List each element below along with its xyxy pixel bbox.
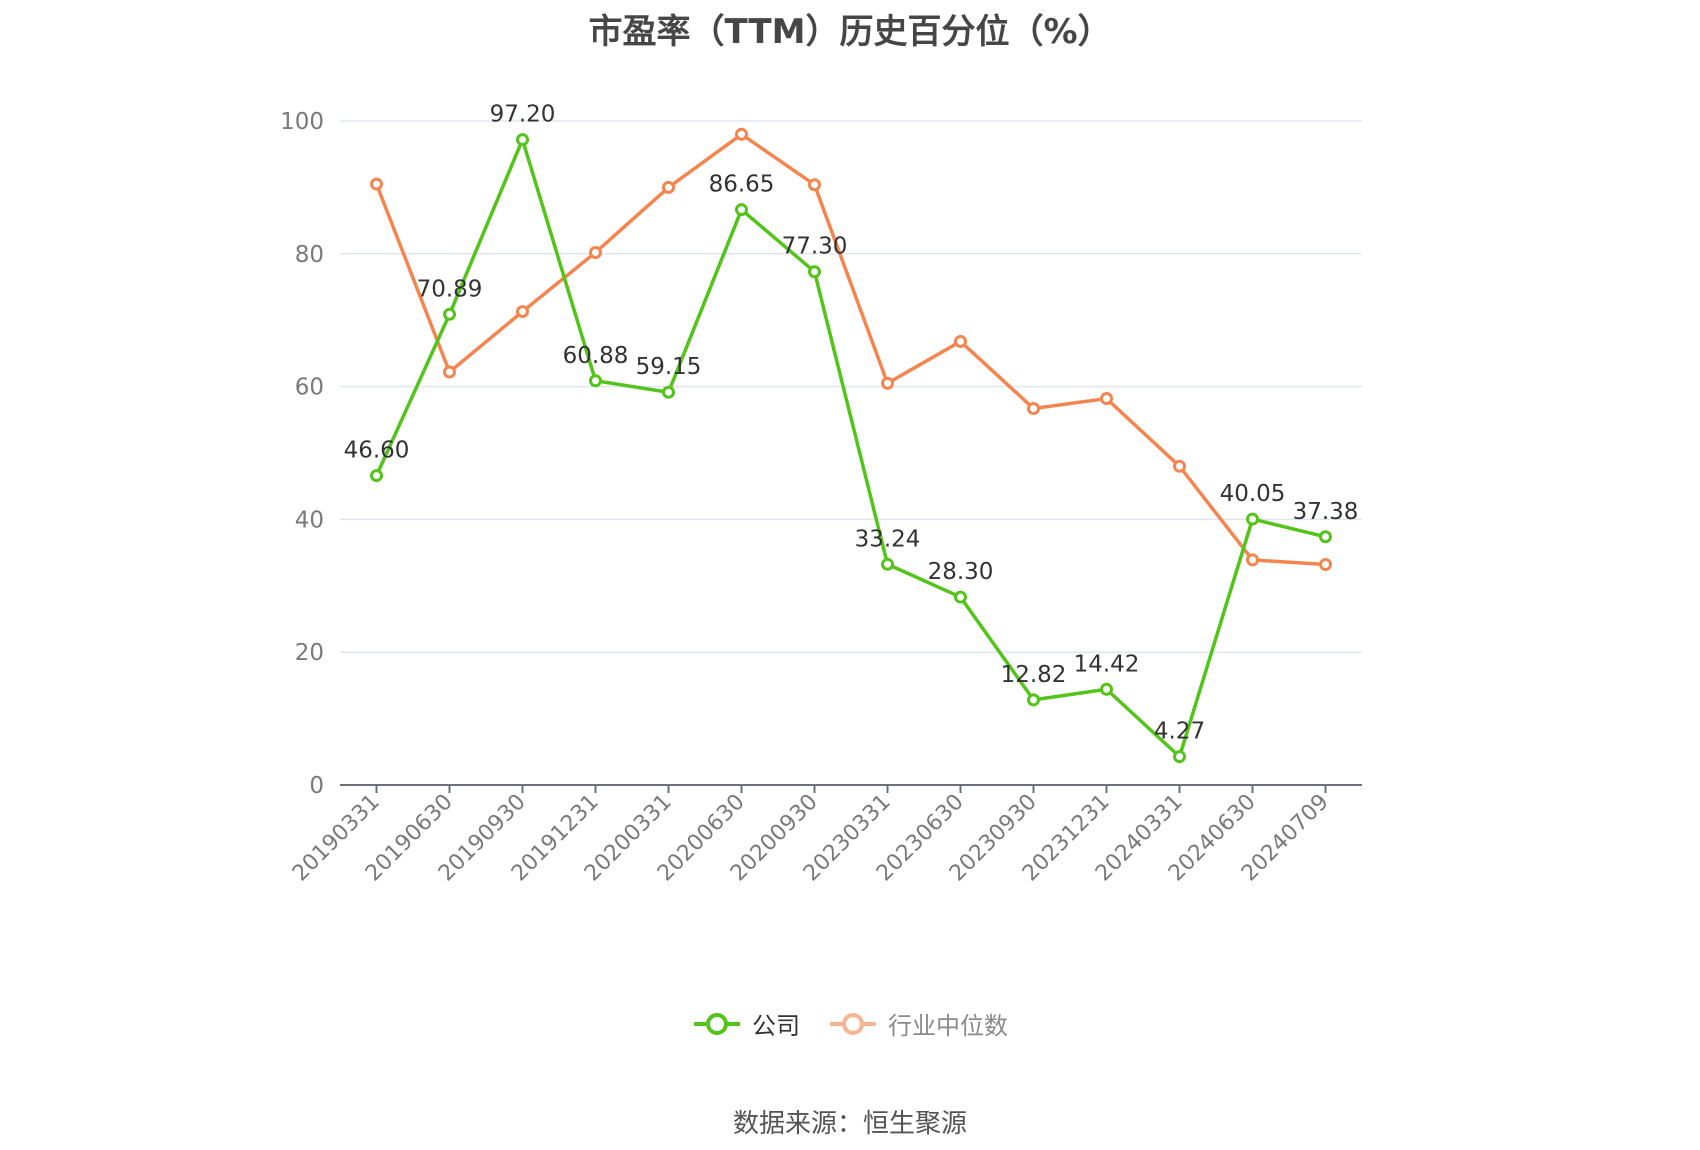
data-point-company[interactable] — [516, 133, 529, 147]
y-tick-label: 0 — [309, 773, 324, 799]
data-point-industry-median[interactable] — [370, 177, 383, 191]
data-point-industry-median[interactable] — [1246, 553, 1259, 567]
data-label: 40.05 — [1220, 481, 1286, 507]
legend-marker-industry-median — [830, 1012, 876, 1035]
legend: 公司 行业中位数 — [0, 1006, 1700, 1041]
data-point-company[interactable] — [589, 374, 602, 388]
legend-label-industry-median: 行业中位数 — [888, 1012, 1008, 1040]
series-line-industry-median — [374, 132, 1326, 567]
data-point-industry-median[interactable] — [662, 180, 675, 194]
y-tick-label: 80 — [295, 242, 324, 268]
data-point-industry-median[interactable] — [735, 127, 748, 141]
legend-item-industry-median[interactable]: 行业中位数 — [828, 1006, 1008, 1041]
axes: 0204060801002019033120190630201909302019… — [280, 109, 1362, 886]
data-point-company[interactable] — [735, 203, 748, 217]
legend-item-company[interactable]: 公司 — [692, 1006, 800, 1041]
data-point-company[interactable] — [881, 557, 894, 571]
data-label: 37.38 — [1293, 499, 1359, 525]
data-point-company[interactable] — [1173, 750, 1186, 764]
legend-label-company: 公司 — [752, 1012, 800, 1040]
data-point-company[interactable] — [954, 590, 967, 604]
data-point-industry-median[interactable] — [1319, 558, 1332, 572]
data-label: 14.42 — [1074, 651, 1140, 677]
data-label: 46.60 — [344, 438, 410, 464]
data-point-industry-median[interactable] — [808, 178, 821, 192]
data-label: 86.65 — [709, 172, 775, 198]
data-point-company[interactable] — [808, 265, 821, 279]
y-tick-label: 40 — [295, 507, 324, 533]
grid-lines — [340, 120, 1362, 653]
data-point-company[interactable] — [1319, 530, 1332, 544]
data-point-industry-median[interactable] — [954, 334, 967, 348]
data-label: 60.88 — [563, 343, 629, 369]
data-label: 70.89 — [417, 276, 483, 302]
data-label: 4.27 — [1154, 719, 1205, 745]
data-label: 28.30 — [928, 559, 994, 585]
series-line-company — [374, 137, 1326, 759]
data-label: 59.15 — [636, 354, 702, 380]
data-point-company[interactable] — [1027, 693, 1040, 707]
data-point-industry-median[interactable] — [1173, 459, 1186, 473]
data-label: 97.20 — [490, 102, 556, 128]
data-point-company[interactable] — [443, 307, 456, 321]
data-point-company[interactable] — [662, 385, 675, 399]
y-tick-label: 100 — [280, 109, 324, 135]
data-point-industry-median[interactable] — [516, 305, 529, 319]
series-lines — [370, 127, 1332, 764]
data-point-company[interactable] — [1246, 512, 1259, 526]
data-point-company[interactable] — [370, 469, 383, 483]
data-label: 77.30 — [782, 234, 848, 260]
y-tick-label: 20 — [295, 640, 324, 666]
data-label: 33.24 — [855, 526, 921, 552]
data-point-company[interactable] — [1100, 682, 1113, 696]
y-tick-label: 60 — [295, 375, 324, 401]
data-point-industry-median[interactable] — [443, 365, 456, 379]
source-note: 数据来源：恒生聚源 — [732, 1109, 967, 1139]
chart-title: 市盈率（TTM）历史百分位（%） — [588, 12, 1112, 52]
data-point-industry-median[interactable] — [1027, 402, 1040, 416]
data-point-industry-median[interactable] — [1100, 392, 1113, 406]
data-point-industry-median[interactable] — [589, 245, 602, 259]
legend-marker-company — [694, 1012, 740, 1035]
data-point-industry-median[interactable] — [881, 376, 894, 390]
data-labels: 46.60 70.89 97.20 60.88 59.15 86.65 77.30 33.24… — [344, 102, 1359, 745]
data-label: 12.82 — [1001, 662, 1067, 688]
